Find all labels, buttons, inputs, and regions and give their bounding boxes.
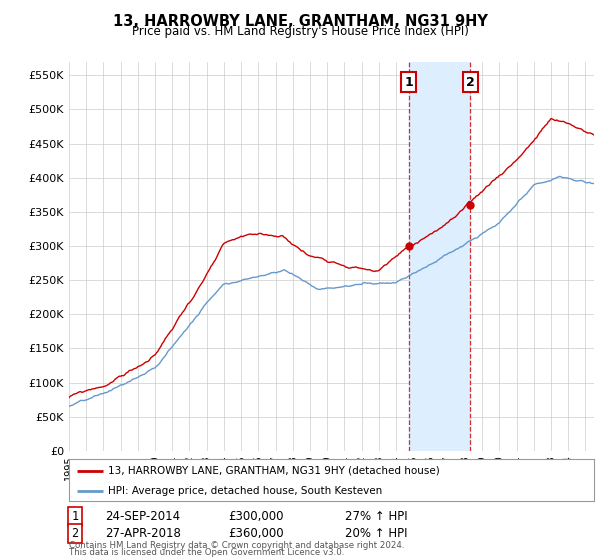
Text: 20% ↑ HPI: 20% ↑ HPI — [345, 527, 407, 540]
Text: This data is licensed under the Open Government Licence v3.0.: This data is licensed under the Open Gov… — [69, 548, 344, 557]
Text: £300,000: £300,000 — [228, 510, 284, 524]
Text: Price paid vs. HM Land Registry's House Price Index (HPI): Price paid vs. HM Land Registry's House … — [131, 25, 469, 38]
Text: 27% ↑ HPI: 27% ↑ HPI — [345, 510, 407, 524]
Bar — [409, 62, 470, 451]
Text: 13, HARROWBY LANE, GRANTHAM, NG31 9HY (detached house): 13, HARROWBY LANE, GRANTHAM, NG31 9HY (d… — [109, 466, 440, 476]
Text: £360,000: £360,000 — [228, 527, 284, 540]
Text: 2: 2 — [466, 76, 475, 88]
Text: 1: 1 — [71, 510, 79, 524]
Text: HPI: Average price, detached house, South Kesteven: HPI: Average price, detached house, Sout… — [109, 486, 383, 496]
Text: 24-SEP-2014: 24-SEP-2014 — [105, 510, 180, 524]
Text: Contains HM Land Registry data © Crown copyright and database right 2024.: Contains HM Land Registry data © Crown c… — [69, 541, 404, 550]
Text: 13, HARROWBY LANE, GRANTHAM, NG31 9HY: 13, HARROWBY LANE, GRANTHAM, NG31 9HY — [113, 14, 487, 29]
Text: 27-APR-2018: 27-APR-2018 — [105, 527, 181, 540]
Text: 1: 1 — [404, 76, 413, 88]
Text: 2: 2 — [71, 527, 79, 540]
